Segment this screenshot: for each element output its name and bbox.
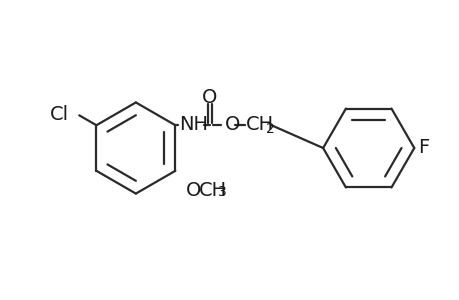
Text: 2: 2 <box>265 122 274 136</box>
Text: O: O <box>224 115 240 134</box>
Text: CH: CH <box>245 115 273 134</box>
Text: O: O <box>186 181 201 200</box>
Text: CH: CH <box>199 181 227 200</box>
Text: 3: 3 <box>218 185 226 199</box>
Text: NH: NH <box>179 115 208 134</box>
Text: Cl: Cl <box>50 105 69 124</box>
Text: F: F <box>417 137 429 157</box>
Text: O: O <box>202 88 217 107</box>
